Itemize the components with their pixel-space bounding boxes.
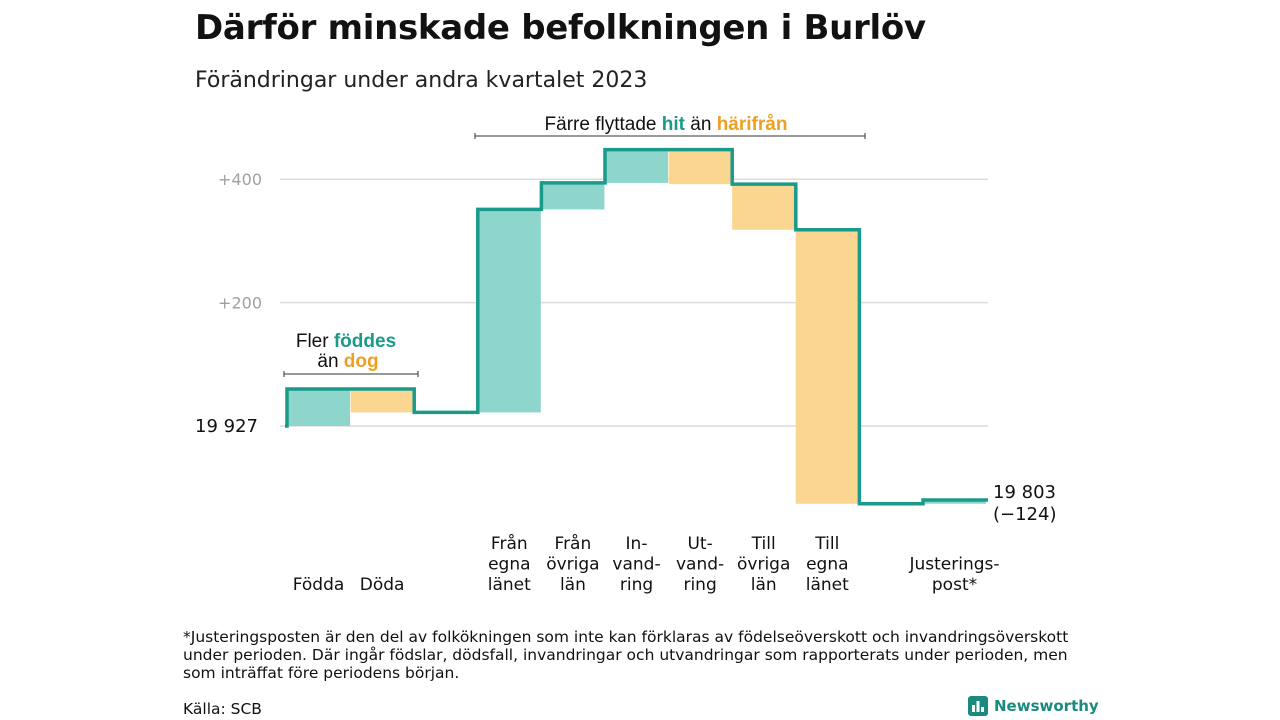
waterfall-bar xyxy=(350,388,414,413)
waterfall-bar xyxy=(477,209,541,413)
waterfall-bar xyxy=(605,149,668,183)
cumulative-line xyxy=(285,147,988,506)
waterfall-bar xyxy=(287,388,350,426)
source-label: Källa: SCB xyxy=(183,700,262,718)
y-tick-label: +400 xyxy=(218,170,262,189)
category-label: länet xyxy=(488,575,531,595)
category-label: länet xyxy=(806,575,849,595)
category-label: ring xyxy=(683,575,716,595)
category-label: Till xyxy=(751,534,776,554)
end-change-label: (−124) xyxy=(993,504,1056,525)
logo-text: Newsworthy xyxy=(994,697,1099,715)
start-value-label: 19 927 xyxy=(195,416,258,437)
annotation-births-line2: än dog xyxy=(317,351,378,372)
waterfall-bar xyxy=(668,149,732,185)
category-label: län xyxy=(560,575,586,595)
waterfall-bar xyxy=(923,500,986,504)
category-label: egna xyxy=(806,555,848,575)
newsworthy-logo-icon xyxy=(968,696,988,716)
category-label: Från xyxy=(555,533,592,554)
chart-subtitle: Förändringar under andra kvartalet 2023 xyxy=(195,68,648,93)
category-label: Ut- xyxy=(687,534,712,554)
chart-title: Därför minskade befolkningen i Burlöv xyxy=(195,8,926,48)
footnote: *Justeringsposten är den del av folkökni… xyxy=(183,628,1069,682)
category-label: Döda xyxy=(360,575,405,595)
category-label: Till xyxy=(814,534,839,554)
category-label: övriga xyxy=(546,555,599,575)
newsworthy-logo: Newsworthy xyxy=(968,696,1099,716)
waterfall-bar xyxy=(541,182,605,210)
y-tick-label: +200 xyxy=(218,294,262,313)
annotation-migration: Färre flyttade hit än härifrån xyxy=(545,114,788,135)
category-label: vand- xyxy=(612,555,660,575)
category-label: Födda xyxy=(293,575,345,595)
annotation-births-line1: Fler föddes xyxy=(296,331,396,352)
category-label: egna xyxy=(488,555,530,575)
category-label: län xyxy=(751,575,777,595)
category-label: vand- xyxy=(676,555,724,575)
waterfall-bar xyxy=(795,229,859,504)
end-value-label: 19 803 xyxy=(993,482,1056,503)
category-label: Från xyxy=(491,533,528,554)
category-label: In- xyxy=(626,534,648,554)
category-label: Justerings- xyxy=(908,555,999,575)
category-label: övriga xyxy=(737,555,790,575)
category-label: post* xyxy=(932,575,977,595)
waterfall-bar xyxy=(732,184,796,230)
category-label: ring xyxy=(620,575,653,595)
